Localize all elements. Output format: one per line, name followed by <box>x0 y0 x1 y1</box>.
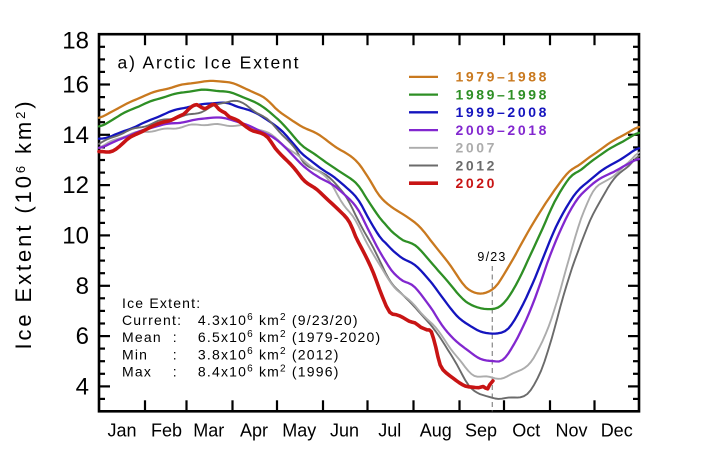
svg-text:14: 14 <box>62 122 89 149</box>
svg-text:Mar: Mar <box>193 421 224 441</box>
svg-text:2009–2018: 2009–2018 <box>456 122 549 138</box>
svg-text:12: 12 <box>62 172 89 199</box>
svg-text:Ice Extent:: Ice Extent: <box>122 295 201 311</box>
svg-text:2007: 2007 <box>456 140 498 156</box>
svg-text:Oct: Oct <box>512 421 540 441</box>
svg-text:4.3x106 km2 (9/23/20): 4.3x106 km2 (9/23/20) <box>198 312 359 328</box>
svg-text:Feb: Feb <box>151 421 182 441</box>
svg-text:Jun: Jun <box>330 421 359 441</box>
svg-text:Dec: Dec <box>601 421 633 441</box>
svg-text:8.4x106 km2 (1996): 8.4x106 km2 (1996) <box>198 363 340 379</box>
svg-text:2020: 2020 <box>456 175 498 191</box>
svg-text:Jan: Jan <box>107 421 136 441</box>
svg-text:6: 6 <box>76 323 89 350</box>
svg-text:May: May <box>282 421 316 441</box>
svg-text:Max: Max <box>122 364 152 380</box>
svg-text:Ice Extent (106 km2): Ice Extent (106 km2) <box>11 99 36 350</box>
svg-text::: : <box>173 346 177 362</box>
svg-text:Aug: Aug <box>420 421 452 441</box>
svg-text:1989–1998: 1989–1998 <box>456 86 549 102</box>
svg-text:8: 8 <box>76 273 89 300</box>
svg-text::: : <box>173 364 177 380</box>
svg-text:Mean: Mean <box>122 329 162 345</box>
svg-text:2012: 2012 <box>456 157 498 173</box>
svg-text:Nov: Nov <box>555 421 587 441</box>
svg-text:Sep: Sep <box>465 421 497 441</box>
svg-text:18: 18 <box>62 28 89 55</box>
svg-text:6.5x106 km2 (1979-2020): 6.5x106 km2 (1979-2020) <box>198 329 382 345</box>
svg-text::: : <box>173 329 177 345</box>
svg-text:9/23: 9/23 <box>477 250 506 264</box>
svg-text:Min: Min <box>122 346 148 362</box>
svg-text:10: 10 <box>62 222 89 249</box>
svg-text:Current:: Current: <box>122 312 182 328</box>
svg-text:1979–1988: 1979–1988 <box>456 69 549 85</box>
svg-text:1999–2008: 1999–2008 <box>456 104 549 120</box>
svg-text:4: 4 <box>76 373 89 400</box>
svg-text:Jul: Jul <box>378 421 401 441</box>
svg-text:a) Arctic Ice Extent: a) Arctic Ice Extent <box>118 53 301 73</box>
svg-text:Apr: Apr <box>240 421 268 441</box>
svg-text:3.8x106 km2 (2012): 3.8x106 km2 (2012) <box>198 346 340 362</box>
svg-text:16: 16 <box>62 72 89 99</box>
